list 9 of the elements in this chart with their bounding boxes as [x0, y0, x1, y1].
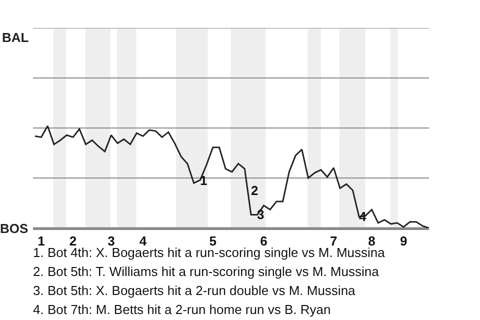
- text: 2. Bot 5th: T. Williams hit a run-scoring single vs M. Mussina: [33, 264, 380, 279]
- ref-line-label: BAL: [2, 30, 29, 45]
- annotation: 3: [257, 207, 264, 222]
- annotation: 2: [251, 183, 258, 198]
- x-tick-label: 9: [400, 233, 408, 248]
- text: 4. Bot 7th: M. Betts hit a 2-run home run vs B. Ryan: [33, 302, 331, 317]
- ref-line-label: BOS: [0, 221, 28, 236]
- annotation: 1: [200, 173, 208, 188]
- text: 3. Bot 5th: X. Bogaerts hit a 2-run double vs M. Mussina: [33, 283, 356, 298]
